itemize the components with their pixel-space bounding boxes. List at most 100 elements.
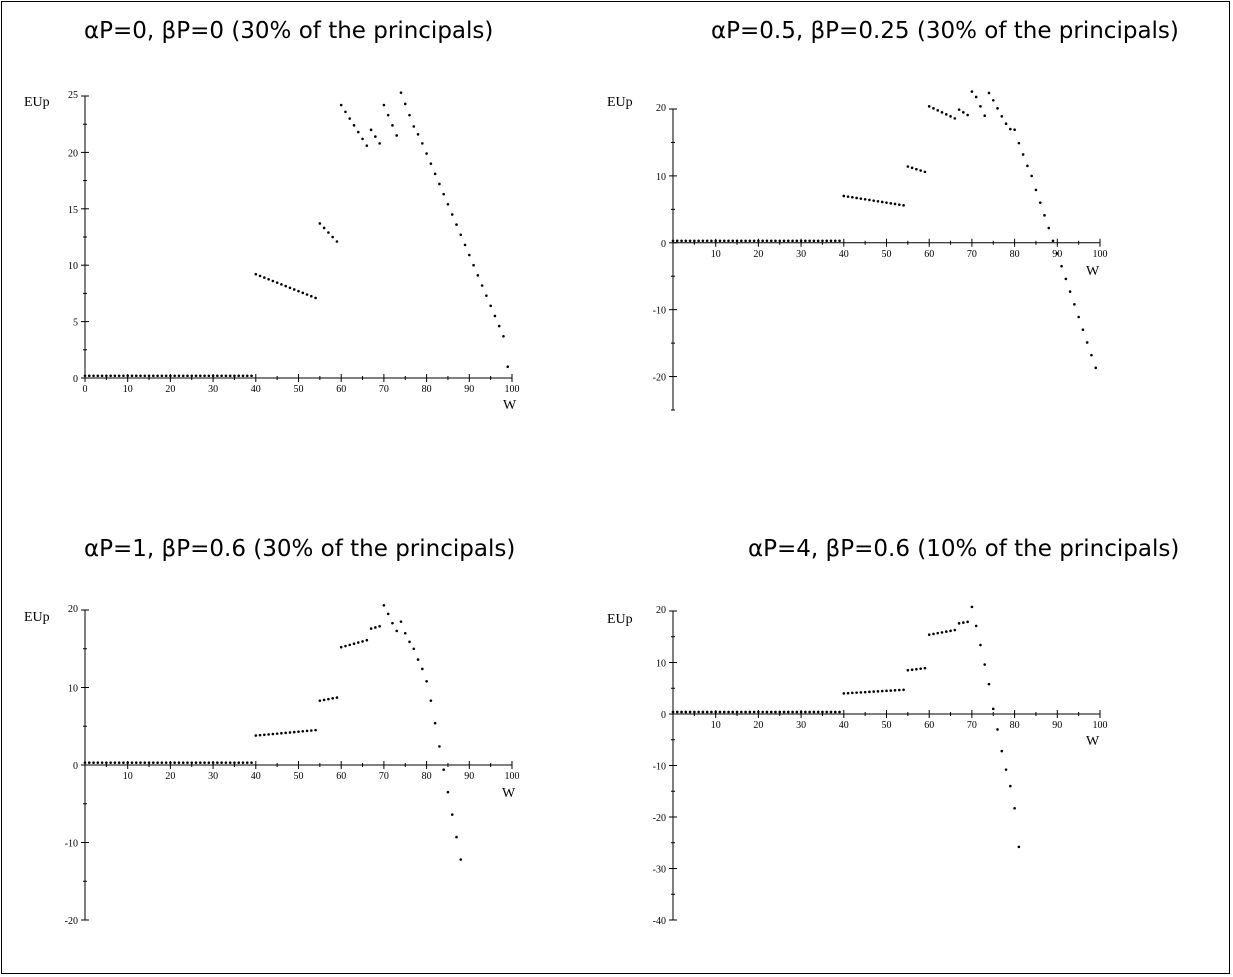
x-tick-label: 40 bbox=[839, 720, 849, 731]
y-axis-label: EUp bbox=[607, 95, 633, 110]
data-point bbox=[139, 374, 142, 378]
data-point bbox=[1017, 141, 1021, 145]
data-point bbox=[468, 253, 471, 257]
y-tick-label: -10 bbox=[653, 306, 666, 317]
x-tick-label: 30 bbox=[208, 771, 218, 782]
data-point bbox=[851, 195, 854, 199]
data-point bbox=[688, 239, 692, 243]
data-point bbox=[139, 761, 142, 764]
x-tick-label: 50 bbox=[294, 384, 304, 395]
data-point bbox=[152, 374, 155, 378]
data-point bbox=[493, 314, 497, 318]
data-point bbox=[109, 374, 112, 378]
data-point bbox=[863, 690, 867, 694]
data-point bbox=[833, 710, 837, 714]
data-point bbox=[374, 135, 377, 138]
data-point bbox=[991, 99, 995, 102]
data-point bbox=[271, 279, 275, 283]
data-point bbox=[386, 113, 390, 117]
data-point bbox=[258, 274, 262, 278]
data-point bbox=[786, 239, 790, 243]
data-point bbox=[186, 374, 189, 378]
y-tick-label: 10 bbox=[656, 172, 666, 183]
data-point bbox=[425, 152, 428, 155]
data-point bbox=[194, 761, 198, 764]
data-point bbox=[263, 733, 266, 737]
data-point bbox=[305, 729, 309, 733]
data-point bbox=[245, 374, 249, 378]
x-tick-label: 40 bbox=[251, 384, 261, 395]
x-tick-label: 60 bbox=[924, 720, 934, 731]
data-point bbox=[774, 239, 777, 243]
data-point bbox=[395, 134, 399, 137]
y-tick-label: -10 bbox=[65, 839, 78, 850]
data-point bbox=[944, 630, 948, 633]
x-tick-label: 10 bbox=[123, 771, 133, 782]
data-point bbox=[966, 113, 969, 117]
data-point bbox=[267, 278, 270, 281]
data-point bbox=[416, 133, 420, 136]
data-point bbox=[1030, 174, 1033, 178]
data-point bbox=[186, 761, 189, 764]
y-tick-label: 0 bbox=[73, 374, 78, 385]
data-point bbox=[731, 239, 735, 243]
data-point bbox=[433, 721, 437, 725]
data-point bbox=[113, 374, 117, 378]
data-point bbox=[765, 239, 769, 243]
data-point bbox=[987, 91, 991, 95]
data-point bbox=[301, 291, 305, 295]
data-point bbox=[1009, 784, 1012, 788]
data-point bbox=[846, 195, 850, 198]
y-tick-label: 5 bbox=[73, 318, 78, 329]
data-point bbox=[318, 699, 322, 702]
data-point bbox=[722, 239, 726, 243]
data-point bbox=[339, 645, 343, 649]
y-tick-label: 0 bbox=[661, 710, 666, 721]
chart-title-2: αP=0.5, βP=0.25 (30% of the principals) bbox=[711, 18, 1179, 44]
x-tick-label: 80 bbox=[422, 771, 432, 782]
x-tick-label: 40 bbox=[251, 771, 261, 782]
y-tick-label: 0 bbox=[661, 239, 666, 250]
data-point bbox=[1090, 353, 1093, 357]
data-point bbox=[910, 668, 914, 672]
data-point bbox=[143, 374, 147, 378]
data-point bbox=[893, 202, 897, 206]
chart-title-4: αP=4, βP=0.6 (10% of the principals) bbox=[748, 536, 1180, 562]
data-point bbox=[996, 107, 999, 110]
data-point bbox=[399, 91, 403, 94]
y-tick-label: 10 bbox=[68, 261, 78, 272]
data-point bbox=[429, 699, 433, 702]
data-point bbox=[923, 666, 927, 670]
data-point bbox=[718, 239, 722, 243]
x-tick-label: 20 bbox=[165, 771, 175, 782]
data-point bbox=[1056, 252, 1059, 255]
data-point bbox=[821, 239, 824, 243]
data-point bbox=[1068, 290, 1072, 293]
data-point bbox=[412, 125, 416, 128]
data-point bbox=[130, 761, 134, 764]
data-point bbox=[348, 117, 352, 120]
data-point bbox=[791, 239, 794, 243]
chart-1: 0 10 20 30 40 50 60 70 80 90 100 0 5 10 15 20 25 EUp W bbox=[24, 90, 520, 413]
data-point bbox=[791, 710, 794, 714]
data-point bbox=[859, 691, 863, 694]
data-point bbox=[433, 172, 437, 176]
data-point bbox=[769, 710, 773, 714]
x-tick-label: 90 bbox=[1052, 720, 1062, 731]
data-point bbox=[804, 710, 807, 714]
data-point bbox=[970, 90, 974, 93]
data-point bbox=[378, 624, 381, 628]
data-point bbox=[991, 707, 995, 711]
y-tick-label: -30 bbox=[653, 865, 666, 876]
data-point bbox=[134, 761, 138, 764]
data-point bbox=[476, 274, 480, 277]
data-point bbox=[169, 761, 172, 764]
data-point bbox=[782, 239, 786, 243]
data-point bbox=[1094, 366, 1098, 370]
data-point bbox=[96, 761, 100, 764]
data-point bbox=[1000, 749, 1004, 753]
data-point bbox=[936, 631, 940, 635]
data-point bbox=[1060, 264, 1063, 268]
data-point bbox=[1047, 226, 1051, 230]
data-point bbox=[1009, 127, 1012, 131]
